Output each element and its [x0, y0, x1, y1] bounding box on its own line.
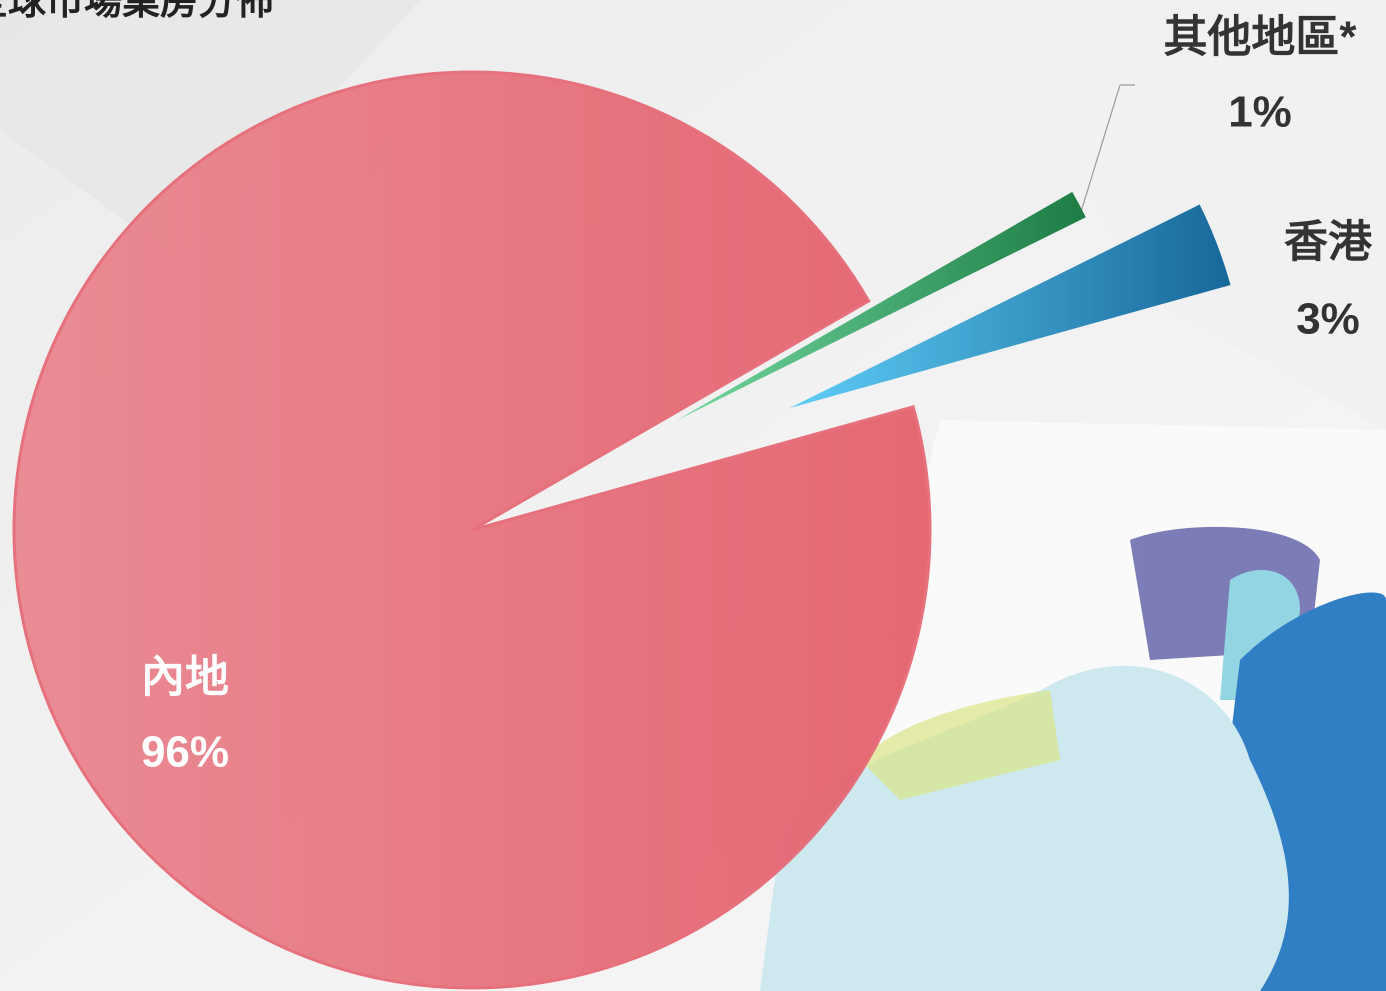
value-label: 96% — [141, 728, 229, 777]
value-label: 1% — [1228, 88, 1292, 137]
slice-label: 內地 — [141, 653, 229, 702]
slice-label: 香港 — [1284, 218, 1373, 267]
chart-title: 全球市場業房分佈 — [0, 0, 274, 23]
chart: 全球市場業房分佈 內地 96% 香港 3% 其他地區* 1% — [0, 0, 1386, 991]
slice-label: 其他地區* — [1163, 13, 1357, 62]
pie-slice — [14, 72, 930, 988]
value-label: 3% — [1296, 295, 1360, 344]
